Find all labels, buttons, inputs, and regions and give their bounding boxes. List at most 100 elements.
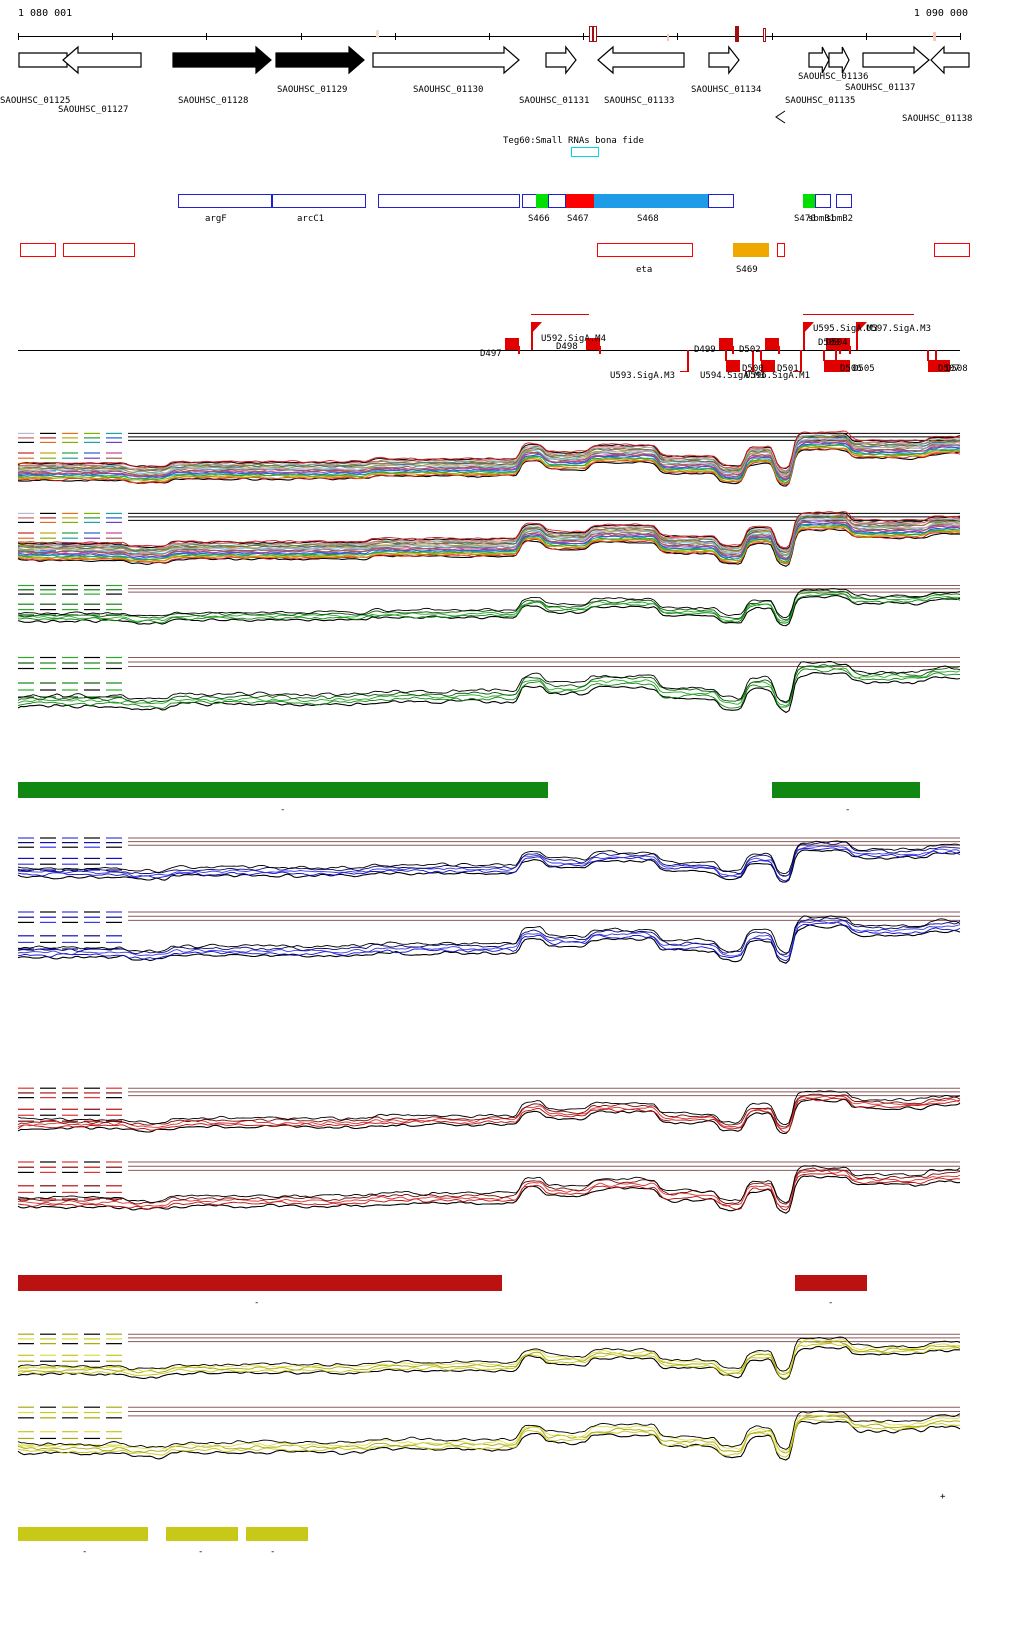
promoter-mark[interactable] [719, 338, 733, 350]
operon-segment[interactable] [566, 194, 594, 208]
gene-arrow[interactable] [828, 46, 850, 74]
operon-segment[interactable] [803, 194, 815, 208]
promoter-extent-line [803, 314, 861, 315]
feature-bar[interactable] [166, 1527, 238, 1541]
gene-arrow[interactable] [275, 45, 365, 75]
terminator-box[interactable] [733, 243, 769, 257]
ruler-feature-mark[interactable] [589, 26, 593, 42]
promoter-mark-lower[interactable] [761, 360, 775, 372]
signal-trace [17, 845, 961, 878]
promoter-tick-lower [927, 350, 929, 361]
gene-arrow[interactable] [597, 45, 685, 75]
red-track-1[interactable] [0, 1082, 1024, 1144]
gene-label: SAOUHSC_01131 [519, 96, 590, 106]
green-track-1[interactable] [0, 580, 1024, 635]
gene-arrow[interactable] [862, 45, 930, 75]
terminator-box[interactable] [934, 243, 970, 257]
promoter-mark-lower[interactable] [936, 360, 950, 372]
signal-trace [17, 1175, 961, 1214]
operon-segment[interactable] [272, 194, 366, 208]
terminator-box[interactable] [63, 243, 135, 257]
feature-bar-strand: - [198, 1547, 204, 1557]
gene-arrow[interactable] [930, 45, 970, 75]
promoter-mark[interactable] [765, 338, 779, 350]
feature-bar[interactable] [18, 1275, 502, 1291]
terminator-box[interactable] [777, 243, 785, 257]
ruler-feature-mark[interactable] [735, 26, 739, 42]
yellow-track-1[interactable] [0, 1328, 1024, 1390]
ruler-feature-mark[interactable] [376, 30, 379, 38]
gene-arrow[interactable] [808, 46, 830, 74]
promoter-mark-lower[interactable] [836, 360, 850, 372]
promoter-stem-lower[interactable] [752, 350, 754, 372]
promoter-stem [531, 322, 533, 350]
promoter-track[interactable]: D497 U592.SigA.M4 D498 D499 D502 U595.SigA.M3… [0, 0, 1024, 390]
signal-trace [17, 1338, 961, 1374]
signal-trace [17, 593, 961, 624]
operon-segment[interactable] [836, 194, 852, 208]
ruler-feature-mark[interactable] [667, 34, 669, 41]
operon-segment[interactable] [708, 194, 734, 208]
gene-arrow[interactable] [18, 46, 68, 74]
ruler-feature-mark[interactable] [763, 28, 766, 42]
promoter-stem-lower[interactable] [687, 350, 689, 372]
operon-segment[interactable] [178, 194, 272, 208]
yellow-track-2[interactable] [0, 1400, 1024, 1472]
operon-segment[interactable] [548, 194, 566, 208]
signal-trace [17, 432, 961, 469]
operon-segment[interactable] [815, 194, 831, 208]
operon-segment[interactable] [378, 194, 520, 208]
terminator-box[interactable] [597, 243, 693, 257]
promoter-mark-lower[interactable] [824, 360, 838, 372]
feature-bar[interactable] [18, 1527, 148, 1541]
blue-track-1[interactable] [0, 832, 1024, 892]
promoter-flag[interactable] [856, 322, 867, 334]
promoter-mark[interactable] [586, 338, 600, 350]
feature-bar[interactable] [772, 782, 920, 798]
promoter-tick [849, 346, 851, 354]
multicolor-track-2[interactable] [0, 505, 1024, 575]
terminator-box[interactable] [20, 243, 56, 257]
promoter-tick-lower [725, 350, 727, 361]
operon-segment[interactable] [594, 194, 708, 208]
gene-label: SAOUHSC_01125 [0, 96, 71, 106]
signal-trace [17, 1098, 961, 1135]
feature-bar[interactable] [18, 782, 548, 798]
red-track-2[interactable] [0, 1155, 1024, 1225]
promoter-flag[interactable] [531, 322, 542, 334]
operon-track[interactable]: argF arcC1 S466 S467 S468 S470 sbmB1 sbmB2 [0, 0, 1024, 230]
feature-bar[interactable] [795, 1275, 867, 1291]
green-track-2[interactable] [0, 650, 1024, 725]
gene-arrow[interactable] [62, 45, 142, 75]
promoter-stem-lower[interactable] [800, 350, 802, 372]
gene-arrow[interactable] [372, 45, 520, 75]
promoter-mark-lower[interactable] [726, 360, 740, 372]
small-rna-track[interactable]: Teg60:Small RNAs bona fide [0, 0, 1024, 165]
feature-bar[interactable] [246, 1527, 308, 1541]
ruler-tick [18, 33, 19, 40]
ruler-feature-mark[interactable] [593, 26, 597, 42]
gene-arrow[interactable] [545, 45, 577, 75]
promoter-flag[interactable] [803, 322, 814, 334]
promoter-mark[interactable] [505, 338, 519, 350]
ruler-feature-mark[interactable] [933, 32, 936, 41]
gene-track[interactable]: SAOUHSC_01125 SAOUHSC_01127 SAOUHSC_01128 S… [0, 0, 1024, 125]
feature-bar-strand: - [828, 1298, 834, 1308]
operon-segment[interactable] [536, 194, 548, 208]
signal-trace [17, 1165, 961, 1204]
signal-trace [17, 525, 961, 564]
signal-trace [17, 443, 961, 481]
multicolor-track-1[interactable] [0, 425, 1024, 495]
signal-trace [17, 668, 961, 709]
blue-track-2[interactable] [0, 905, 1024, 975]
terminator-track[interactable]: eta S469 [0, 0, 1024, 280]
gene-arrow[interactable] [708, 45, 740, 75]
promoter-mark[interactable] [836, 338, 850, 350]
gene-arrow[interactable] [172, 45, 272, 75]
gene-label: SAOUHSC_01130 [413, 85, 484, 95]
small-rna-box[interactable] [571, 147, 599, 157]
promoter-foot [745, 371, 753, 372]
gene-arrow-small[interactable] [775, 110, 787, 124]
signal-trace [17, 588, 961, 619]
promoter-tick [732, 346, 734, 354]
